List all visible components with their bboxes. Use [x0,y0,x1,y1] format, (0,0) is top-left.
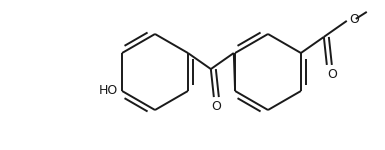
Text: O: O [211,100,221,113]
Text: O: O [327,68,337,81]
Text: O: O [349,13,359,26]
Text: HO: HO [99,84,118,98]
